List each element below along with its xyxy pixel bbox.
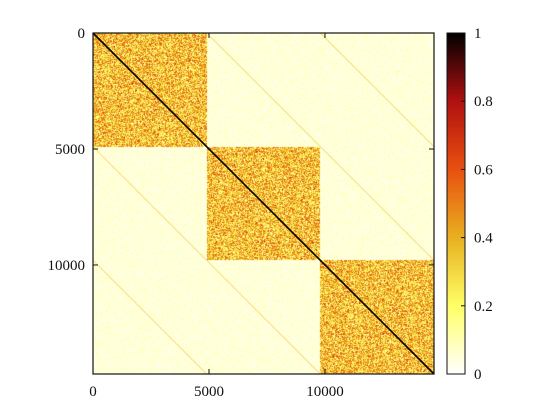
x-tick-label: 10000 <box>306 384 344 400</box>
y-tick-label: 0 <box>78 26 86 42</box>
x-tick-label: 0 <box>89 384 97 400</box>
colorbar-tick-label: 0.8 <box>474 94 493 110</box>
y-tick-label: 10000 <box>48 258 86 274</box>
plot-frame <box>92 32 435 375</box>
y-axis: 0 5000 10000 <box>48 26 434 274</box>
colorbar-tick-label: 0.2 <box>474 299 493 315</box>
colorbar-axis: 0 0.2 0.4 0.6 0.8 1 <box>461 26 493 383</box>
x-tick-label: 5000 <box>194 384 224 400</box>
off-diagonal-band <box>206 32 435 261</box>
colorbar-tick-label: 1 <box>474 26 482 42</box>
colorbar-tick-label: 0.6 <box>474 162 493 178</box>
off-diagonal-band <box>92 259 208 375</box>
main-diagonal-line <box>92 32 435 375</box>
x-axis: 0 5000 10000 <box>89 33 344 400</box>
diagonal-layer <box>92 32 435 375</box>
colorbar-frame <box>446 32 466 375</box>
colorbar <box>447 33 465 374</box>
off-diagonal-band <box>319 32 435 148</box>
y-tick-label: 5000 <box>55 142 85 158</box>
colorbar-tick-label: 0 <box>474 367 482 383</box>
off-diagonal-band <box>92 146 321 375</box>
colorbar-tick-label: 0.4 <box>474 231 493 247</box>
